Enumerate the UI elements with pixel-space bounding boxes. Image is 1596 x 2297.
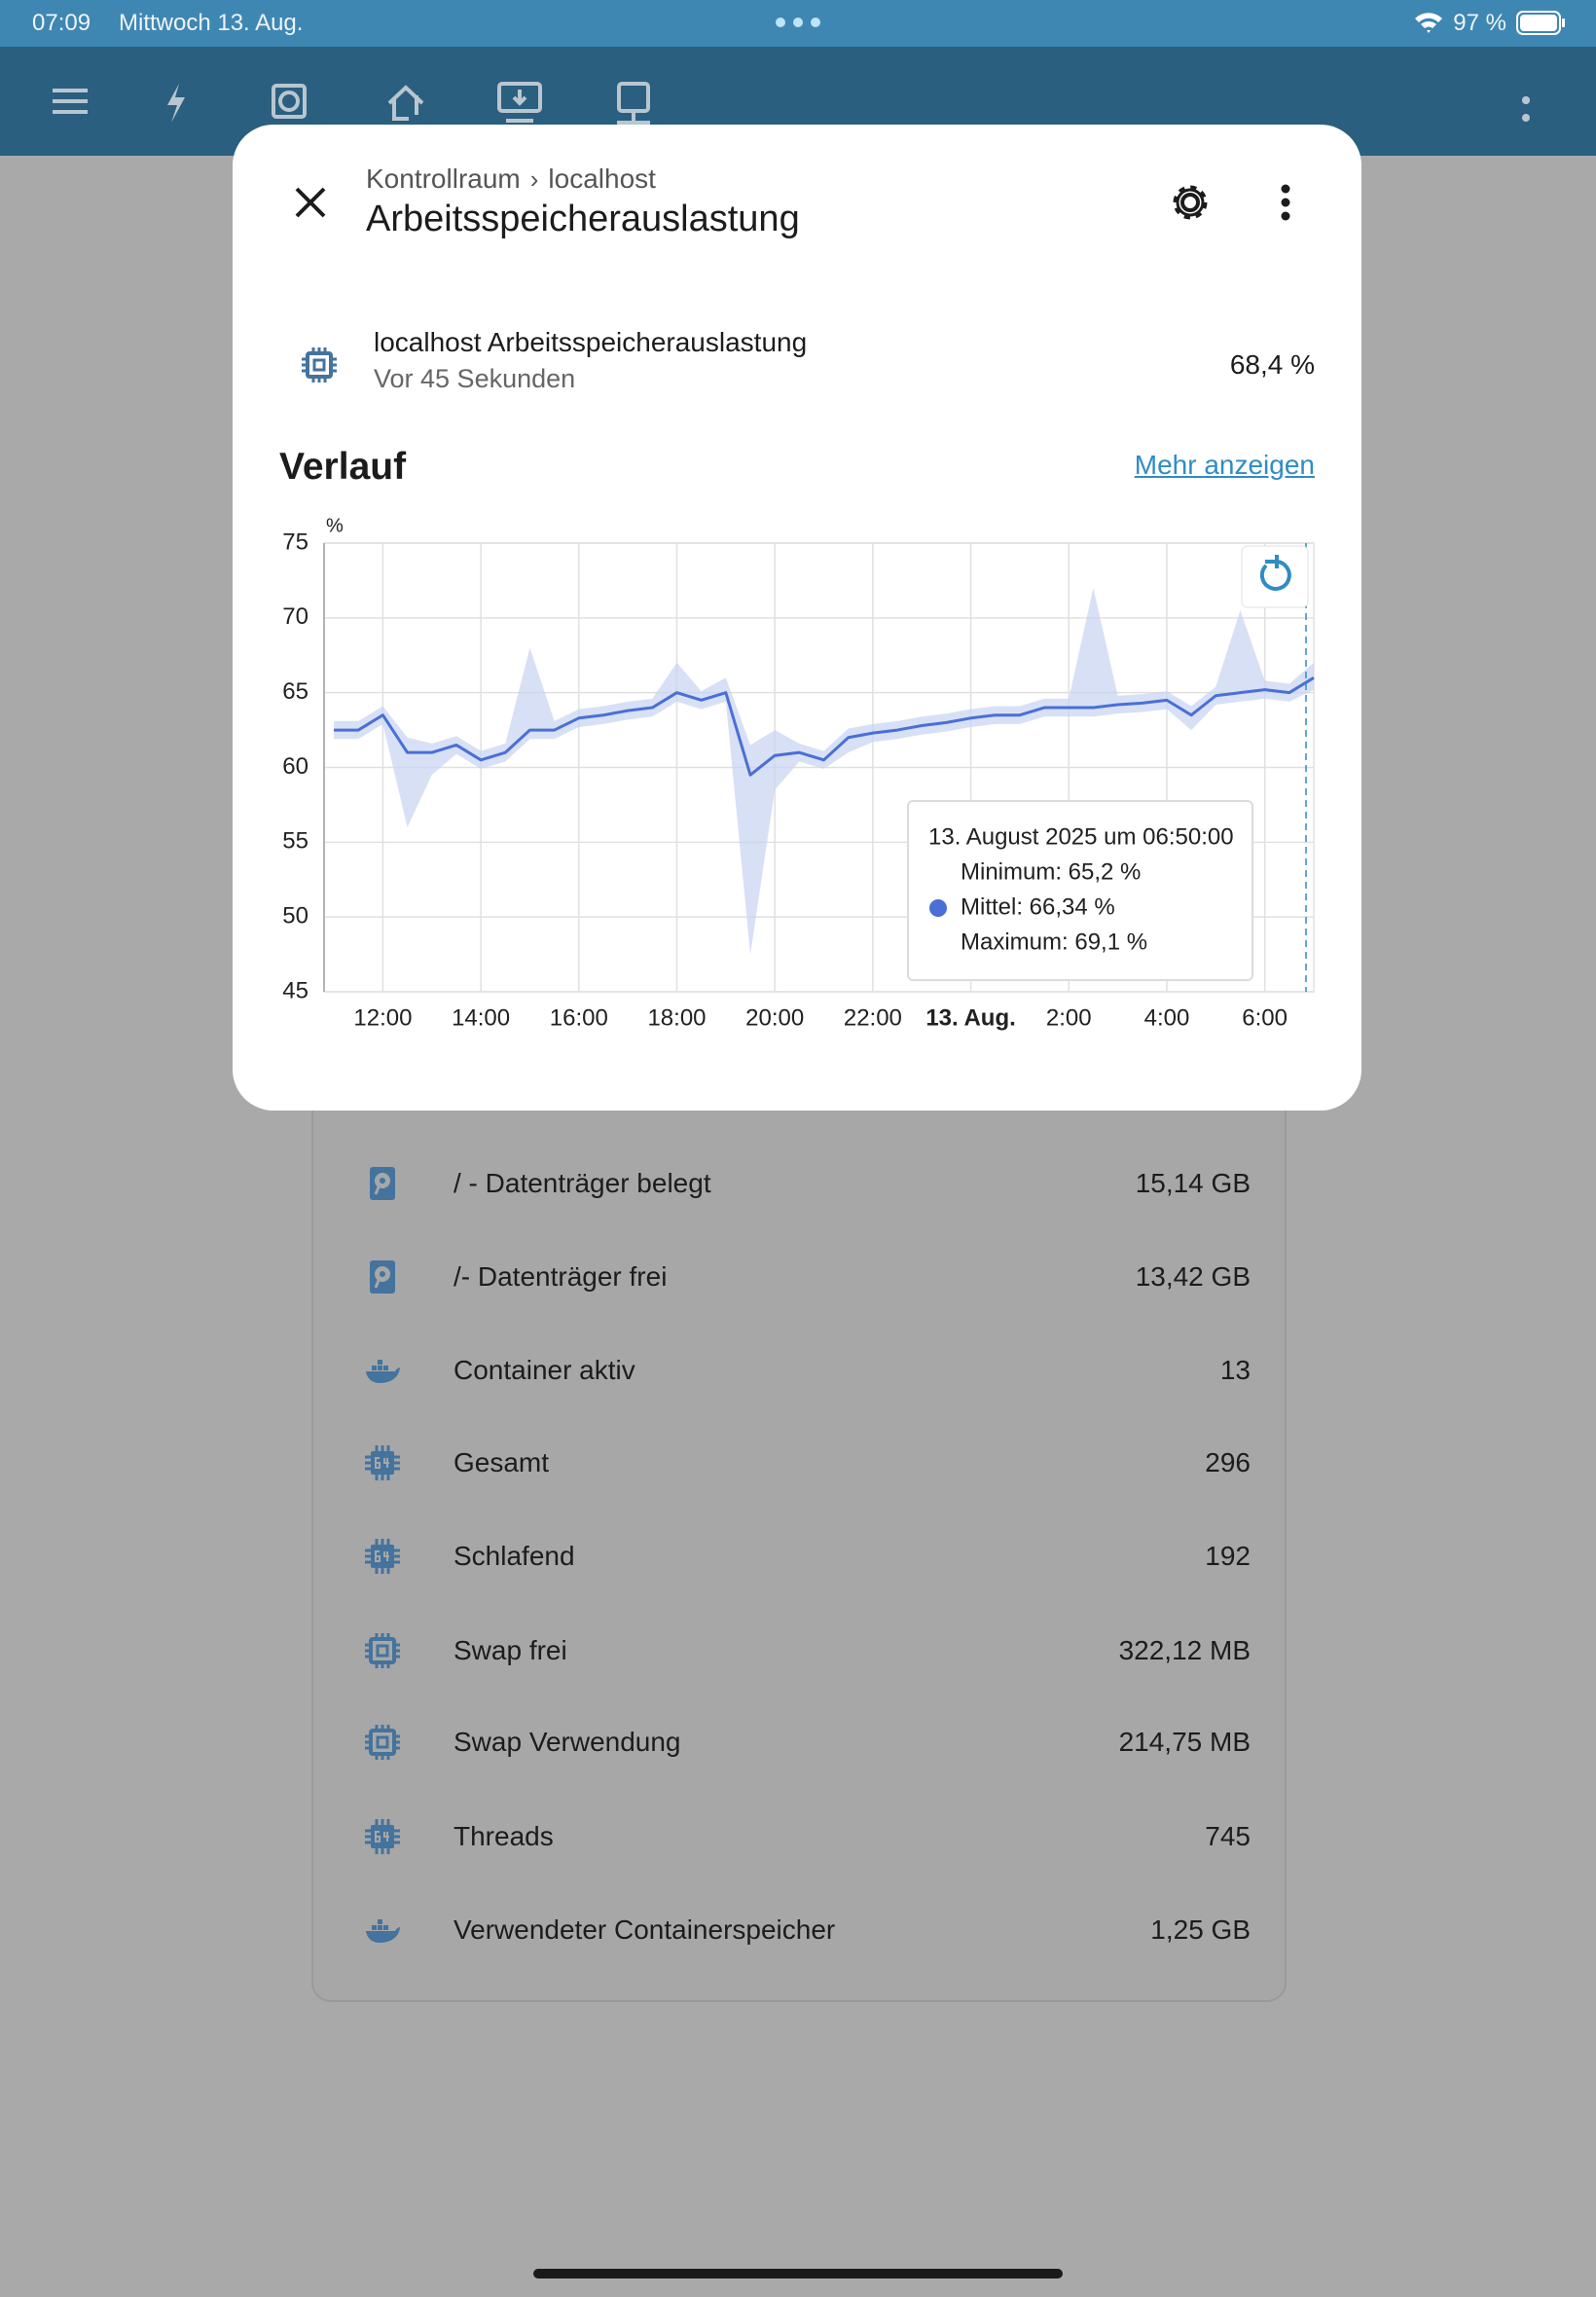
list-value[interactable]: 15,14 GB: [1135, 1168, 1251, 1198]
list-icon: [370, 1260, 395, 1294]
list-label[interactable]: Gesamt: [453, 1447, 550, 1477]
list-value[interactable]: 13,42 GB: [1135, 1261, 1251, 1292]
list-icon: [365, 1819, 400, 1854]
x-tick-label: 20:00: [745, 1004, 804, 1031]
history-title: Verlauf: [279, 446, 407, 488]
y-unit: %: [326, 515, 344, 536]
y-tick-label: 55: [282, 828, 308, 855]
menu-button[interactable]: [1274, 181, 1297, 224]
y-tick-label: 65: [282, 678, 308, 705]
battery-level: 97 %: [1453, 10, 1506, 36]
zoom-reset-button[interactable]: [1241, 545, 1309, 608]
list-icon: [370, 1167, 395, 1200]
list-icon: [365, 1445, 400, 1480]
x-tick-label: 18:00: [647, 1004, 706, 1031]
x-tick-label: 4:00: [1144, 1004, 1190, 1031]
entity-name: localhost Arbeitsspeicherauslastung: [374, 327, 808, 357]
x-tick-label: 2:00: [1046, 1004, 1092, 1031]
list-icon: [365, 1725, 400, 1760]
home-indicator: [533, 2269, 1063, 2279]
entity-last-changed: Vor 45 Sekunden: [374, 364, 576, 393]
x-tick-label: 16:00: [550, 1004, 608, 1031]
tooltip-line: Maximum: 69,1 %: [961, 929, 1147, 955]
close-button[interactable]: [293, 185, 328, 220]
list-label[interactable]: / - Datenträger belegt: [453, 1168, 711, 1198]
menu-icon[interactable]: [53, 89, 88, 114]
battery-icon: [1516, 11, 1565, 35]
list-icon: [366, 1919, 400, 1943]
entity-state: 68,4 %: [1229, 349, 1315, 380]
list-icon: [365, 1539, 400, 1574]
y-tick-label: 45: [282, 977, 308, 1003]
status-date: Mittwoch 13. Aug.: [119, 10, 304, 36]
list-label[interactable]: /- Datenträger frei: [453, 1261, 668, 1292]
list-label[interactable]: Swap Verwendung: [453, 1727, 681, 1757]
x-tick-label: 14:00: [452, 1004, 510, 1031]
tooltip-line: Mittel: 66,34 %: [961, 893, 1115, 920]
list-icon: [365, 1633, 400, 1668]
overflow-icon[interactable]: [1522, 96, 1530, 122]
tooltip-line: Minimum: 65,2 %: [961, 858, 1141, 885]
wifi-icon: [1415, 13, 1442, 34]
settings-button[interactable]: [1169, 181, 1212, 224]
entities-card: [311, 1051, 1287, 2002]
x-tick-label: 6:00: [1242, 1004, 1288, 1031]
x-tick-label: 12:00: [353, 1004, 412, 1031]
mean-line: [334, 676, 1315, 777]
status-bar: 07:09 Mittwoch 13. Aug. 97 %: [0, 0, 1596, 47]
multitask-dots: [776, 18, 820, 27]
tab-icon[interactable]: [272, 84, 307, 119]
y-tick-label: 50: [282, 903, 308, 930]
list-label[interactable]: Swap frei: [453, 1635, 567, 1665]
tooltip: [907, 800, 1253, 981]
tooltip-dot: [929, 899, 947, 917]
list-value[interactable]: 192: [1205, 1541, 1251, 1571]
y-tick-label: 60: [282, 753, 308, 780]
list-value[interactable]: 745: [1205, 1821, 1251, 1851]
list-value[interactable]: 322,12 MB: [1118, 1635, 1251, 1665]
breadcrumb: Kontrollraum › localhost: [366, 164, 656, 194]
list-value[interactable]: 13: [1219, 1355, 1251, 1385]
y-tick-label: 70: [282, 603, 308, 630]
entity-icon: [302, 347, 337, 383]
dialog-title: Arbeitsspeicherauslastung: [366, 199, 800, 239]
x-tick-label: 13. Aug.: [925, 1004, 1015, 1031]
list-value[interactable]: 214,75 MB: [1118, 1727, 1251, 1757]
list-value[interactable]: 296: [1205, 1447, 1251, 1477]
download-icon[interactable]: [497, 82, 542, 113]
more-link[interactable]: Mehr anzeigen: [1134, 450, 1315, 480]
y-tick-label: 75: [282, 529, 308, 555]
energy-icon[interactable]: [167, 84, 185, 123]
list-label[interactable]: Threads: [453, 1821, 554, 1851]
list-icon: [366, 1360, 400, 1383]
toolbar-icons: [53, 82, 1530, 125]
list-label[interactable]: Verwendeter Containerspeicher: [453, 1914, 836, 1945]
tooltip-title: 13. August 2025 um 06:50:00: [928, 823, 1234, 850]
status-time: 07:09: [32, 10, 91, 36]
x-tick-label: 22:00: [844, 1004, 902, 1031]
breadcrumb-item[interactable]: Kontrollraum: [366, 164, 521, 194]
list-label[interactable]: Container aktiv: [453, 1355, 635, 1385]
breadcrumb-item[interactable]: localhost: [548, 164, 656, 194]
zoom-reset-icon: [1259, 555, 1291, 591]
list-label[interactable]: Schlafend: [453, 1541, 575, 1571]
list-value[interactable]: 1,25 GB: [1150, 1914, 1251, 1945]
